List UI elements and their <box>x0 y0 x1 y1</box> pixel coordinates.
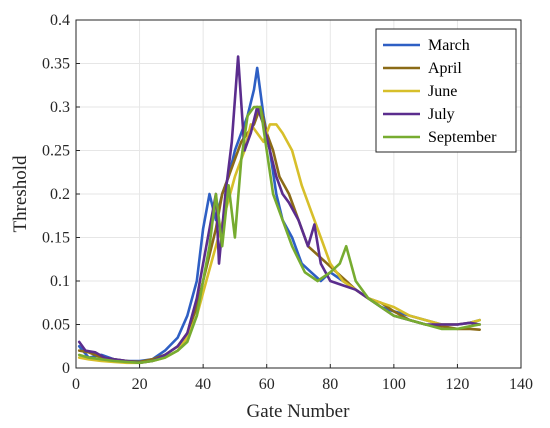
legend-label-july: July <box>428 106 455 123</box>
series-lines <box>77 55 482 365</box>
legend: March April June July September <box>375 28 517 153</box>
y-tick-label: 0.35 <box>42 56 70 73</box>
y-tick-label: 0.3 <box>50 99 70 116</box>
y-tick-label: 0 <box>62 360 70 377</box>
y-tick-label: 0.2 <box>50 186 70 203</box>
y-tick-label: 0.15 <box>42 230 70 247</box>
legend-label-september: September <box>428 129 497 146</box>
x-tick-label: 120 <box>445 376 469 393</box>
y-tick-label: 0.25 <box>42 143 70 160</box>
y-tick-label: 0.1 <box>50 273 70 290</box>
legend-label-june: June <box>428 83 457 100</box>
x-tick-label: 0 <box>72 376 80 393</box>
x-tick-label: 100 <box>382 376 406 393</box>
series-line-september <box>77 105 482 365</box>
x-tick-label: 20 <box>132 376 148 393</box>
x-tick-label: 60 <box>259 376 275 393</box>
x-tick-label: 80 <box>322 376 338 393</box>
legend-label-april: April <box>428 60 462 77</box>
x-tick-label: 40 <box>195 376 211 393</box>
x-axis-label: Gate Number <box>247 401 351 422</box>
axis-ticks: 0 20 40 60 80 100 120 140 0 0.05 0.1 0.15 0.2 0.25 0.3… <box>42 12 533 393</box>
y-tick-label: 0.05 <box>42 317 70 334</box>
y-tick-label: 0.4 <box>50 12 70 29</box>
y-axis-label: Threshold <box>10 155 31 233</box>
x-tick-label: 140 <box>509 376 533 393</box>
legend-label-march: March <box>428 37 470 54</box>
